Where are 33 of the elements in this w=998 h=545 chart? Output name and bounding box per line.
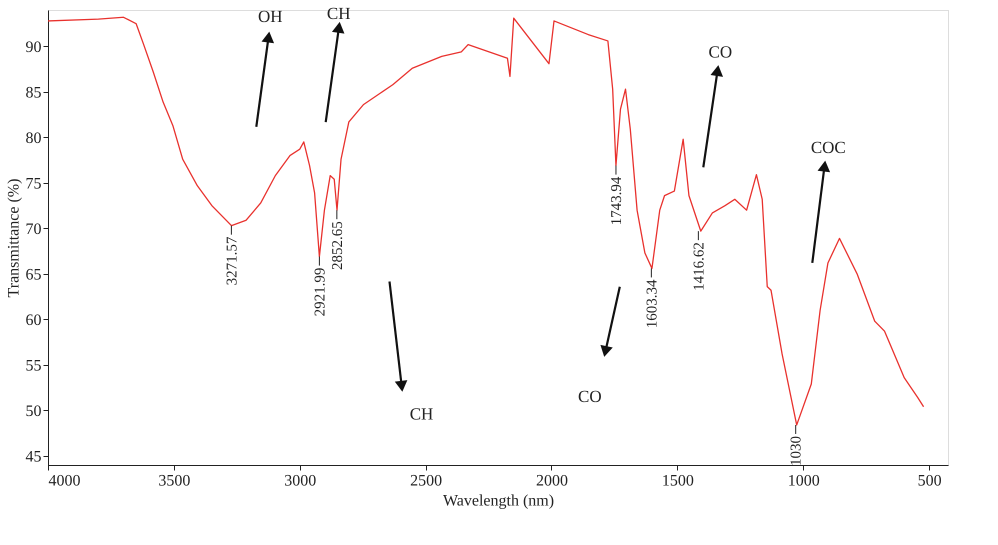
annotation: 3271.57: [224, 236, 240, 286]
x-tick-label: 500: [918, 472, 942, 490]
annotation: 2921.99: [312, 268, 328, 316]
x-tick-label: 2500: [410, 472, 442, 490]
y-tick-label: 55: [26, 357, 42, 374]
x-tick-label: 2000: [536, 472, 568, 490]
annotation: 1030: [788, 436, 805, 466]
annotation: CH: [410, 404, 434, 424]
x-tick-label: 1500: [662, 472, 694, 490]
x-tick-label: 3000: [284, 472, 316, 490]
y-tick-label: 50: [26, 402, 42, 420]
x-tick-label: 3500: [158, 472, 190, 490]
y-tick-label: 90: [26, 38, 42, 56]
annotation: OH: [258, 6, 283, 26]
x-axis-title: Wavelength (nm): [442, 492, 554, 510]
y-tick-label: 60: [26, 312, 42, 329]
x-tick-label: 4000: [48, 472, 80, 490]
y-tick-label: 75: [26, 175, 42, 192]
annotation: 1743.94: [608, 176, 625, 226]
annotation: CO: [708, 42, 732, 62]
y-tick-label: 70: [26, 220, 42, 238]
y-tick-label: 65: [26, 266, 42, 284]
y-tick-label: 80: [26, 130, 42, 147]
y-tick-label: 45: [26, 448, 42, 466]
y-tick-label: 85: [26, 84, 42, 102]
x-tick-label: 1000: [788, 472, 820, 490]
annotation: COC: [810, 138, 846, 157]
annotation: 1603.34: [644, 278, 660, 328]
annotation: 1416.62: [691, 242, 708, 291]
y-axis-title: Transmittance (%): [6, 178, 22, 298]
annotation: 2852.65: [330, 221, 346, 270]
annotation: CO: [578, 386, 602, 406]
annotation: CH: [326, 4, 351, 24]
